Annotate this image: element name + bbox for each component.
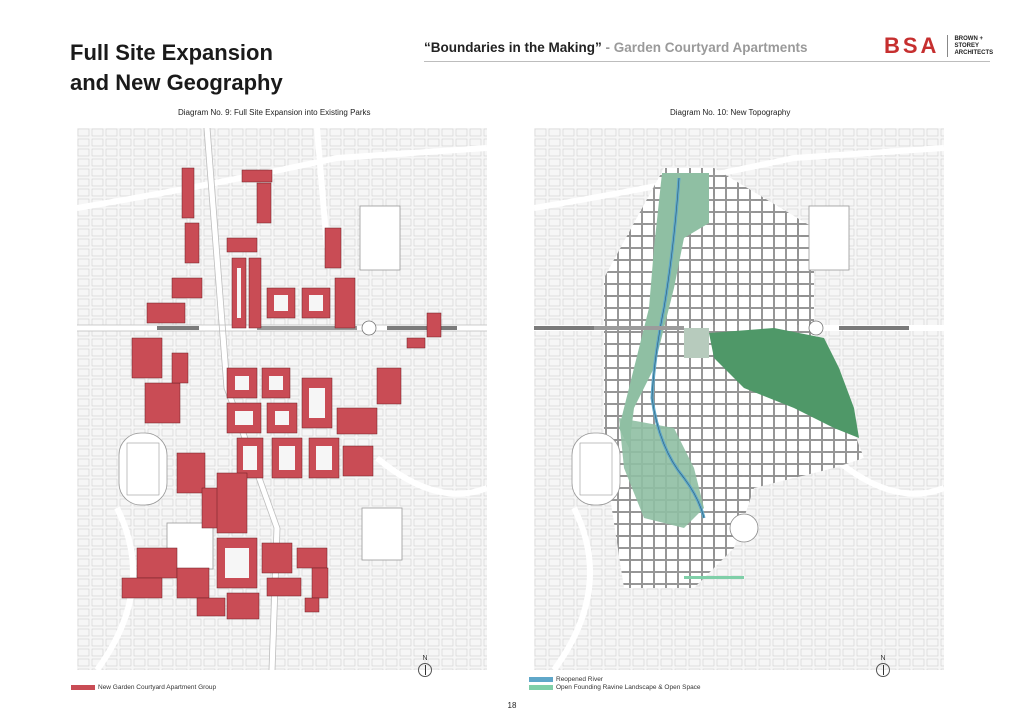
page-title: Full Site Expansion and New Geography xyxy=(70,38,283,98)
legend-apartment: New Garden Courtyard Apartment Group xyxy=(71,684,216,691)
legend-open-space: Open Founding Ravine Landscape & Open Sp… xyxy=(529,684,701,691)
logo-word-2: STOREY xyxy=(954,42,980,49)
header-rule xyxy=(424,61,990,62)
north-arrow-icon: N xyxy=(876,655,890,677)
bsa-logo: BSA BROWN + STOREY ARCHITECTS xyxy=(884,33,993,59)
logo-word-3: ARCHITECTS xyxy=(954,49,994,56)
diagram-9-map xyxy=(77,128,487,670)
header-main: “Boundaries in the Making” xyxy=(424,40,602,55)
logo-divider xyxy=(947,35,949,57)
diagram-10-caption: Diagram No. 10: New Topography xyxy=(670,108,791,117)
logo-word-1: BROWN + xyxy=(954,35,983,42)
legend-river: Reopened River xyxy=(529,676,603,683)
header-subtitle: - Garden Courtyard Apartments xyxy=(601,40,808,55)
site-plan-expansion xyxy=(77,128,487,670)
site-plan-topography xyxy=(534,128,944,670)
diagram-10-map xyxy=(534,128,944,670)
legend-swatch-river xyxy=(529,677,553,682)
logo-mark: BSA xyxy=(884,33,940,58)
legend-swatch-apartment xyxy=(71,685,95,690)
page-title-line-2: and New Geography xyxy=(70,70,283,95)
page-title-line-1: Full Site Expansion xyxy=(70,40,273,65)
legend-label: Open Founding Ravine Landscape & Open Sp… xyxy=(556,684,701,691)
document-header: “Boundaries in the Making” - Garden Cour… xyxy=(424,40,808,55)
north-label: N xyxy=(880,655,886,662)
page-number: 18 xyxy=(507,701,517,710)
legend-swatch-open-space xyxy=(529,685,553,690)
legend-label: New Garden Courtyard Apartment Group xyxy=(98,684,217,691)
diagram-9-caption: Diagram No. 9: Full Site Expansion into … xyxy=(178,108,371,117)
legend-label: Reopened River xyxy=(556,676,603,683)
north-arrow-icon: N xyxy=(418,655,432,677)
logo-words: BROWN + STOREY ARCHITECTS xyxy=(954,36,993,57)
north-label: N xyxy=(422,655,428,662)
